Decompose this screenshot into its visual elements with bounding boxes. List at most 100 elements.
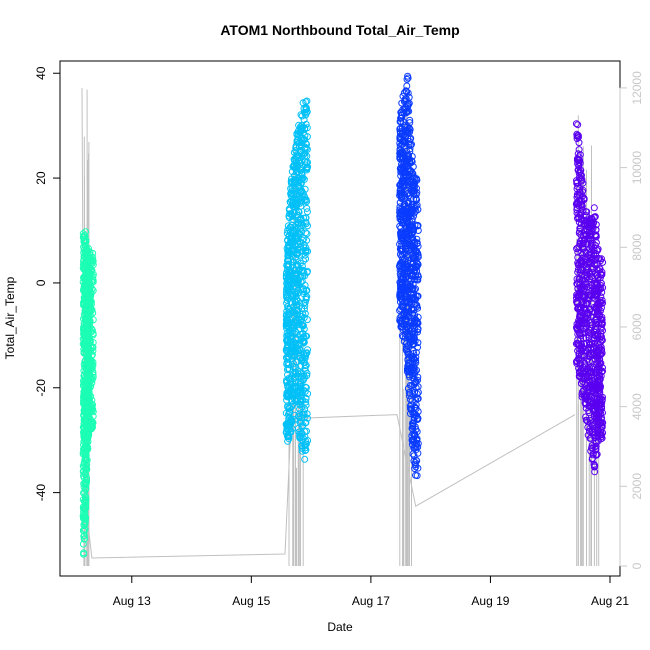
data-point — [403, 260, 410, 268]
data-point — [300, 136, 308, 144]
data-point — [405, 388, 413, 396]
data-point — [301, 354, 309, 362]
data-point — [286, 375, 294, 383]
data-point — [592, 442, 600, 450]
data-point — [596, 286, 604, 293]
data-point — [597, 332, 605, 340]
data-point — [577, 305, 585, 313]
data-point — [87, 257, 95, 265]
data-point — [413, 222, 421, 230]
data-point — [303, 208, 311, 216]
data-point — [405, 107, 413, 115]
data-points — [79, 72, 607, 558]
data-point — [414, 271, 422, 279]
data-point — [399, 251, 407, 258]
y-tick-label-left: 0 — [34, 279, 48, 286]
data-point — [409, 170, 417, 178]
data-point — [296, 432, 304, 440]
data-point — [287, 308, 295, 316]
data-point — [413, 412, 421, 420]
data-point — [292, 339, 300, 347]
data-point — [285, 257, 293, 265]
data-point — [86, 372, 94, 380]
y-tick-label-right: 8000 — [630, 234, 644, 261]
data-point — [82, 494, 90, 502]
data-point — [88, 306, 96, 314]
data-point — [572, 120, 580, 128]
x-axis: Aug 13 Aug 15 Aug 17 Aug 19 Aug 21 — [113, 575, 629, 608]
data-point — [593, 451, 600, 459]
data-point — [303, 286, 311, 294]
data-point — [576, 151, 584, 159]
data-point — [596, 408, 603, 416]
data-point — [598, 304, 605, 312]
data-point — [412, 359, 420, 367]
data-point — [414, 343, 421, 351]
series-1 — [79, 228, 97, 558]
data-point — [288, 397, 296, 405]
data-point — [573, 359, 581, 367]
data-point — [599, 258, 607, 266]
data-point — [303, 332, 311, 340]
data-point — [88, 351, 96, 359]
data-point — [82, 484, 90, 492]
data-point — [412, 295, 420, 303]
data-point — [574, 133, 582, 141]
data-point — [285, 286, 293, 293]
data-point — [285, 361, 293, 369]
data-point — [407, 396, 414, 404]
data-point — [304, 346, 311, 354]
data-point — [597, 320, 605, 328]
data-point — [283, 299, 291, 307]
data-point — [79, 527, 87, 535]
data-point — [300, 372, 308, 380]
data-point — [576, 159, 584, 167]
data-point — [592, 250, 600, 257]
data-point — [88, 328, 96, 336]
data-point — [414, 416, 422, 423]
data-point — [87, 297, 95, 304]
data-point — [301, 149, 309, 157]
data-point — [405, 151, 413, 159]
data-point — [289, 325, 297, 333]
y-tick-label-left: -20 — [34, 379, 48, 397]
secondary-line — [81, 87, 576, 559]
data-point — [411, 367, 419, 375]
data-point — [300, 338, 308, 346]
secondary-series — [81, 87, 600, 566]
data-point — [403, 75, 411, 83]
data-point — [577, 379, 585, 387]
data-point — [82, 513, 90, 521]
data-point — [578, 348, 586, 356]
data-point — [596, 297, 604, 305]
data-point — [575, 139, 583, 147]
data-point — [86, 397, 94, 405]
data-point — [404, 89, 412, 97]
data-point — [574, 121, 582, 129]
data-point — [582, 404, 590, 412]
y-tick-label-left: -40 — [34, 484, 48, 502]
data-point — [406, 116, 414, 124]
data-point — [412, 357, 420, 364]
data-point — [89, 339, 97, 346]
data-point — [81, 506, 89, 513]
data-point — [290, 375, 298, 382]
data-point — [294, 346, 302, 354]
data-point — [408, 397, 416, 405]
data-point — [81, 525, 89, 533]
data-point — [581, 307, 589, 315]
data-point — [582, 413, 590, 421]
data-point — [575, 146, 583, 154]
data-point — [89, 278, 97, 286]
data-point — [296, 148, 304, 156]
data-point — [597, 284, 605, 292]
data-point — [297, 176, 305, 184]
data-point — [289, 238, 297, 246]
data-point — [303, 316, 311, 324]
data-point — [598, 397, 606, 405]
data-point — [285, 435, 293, 443]
data-point — [580, 195, 588, 203]
data-point — [408, 215, 416, 223]
data-point — [412, 396, 420, 404]
data-point — [592, 221, 600, 229]
